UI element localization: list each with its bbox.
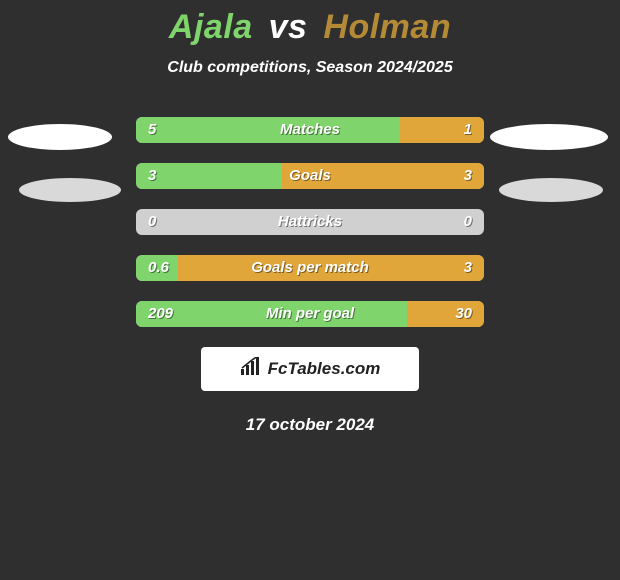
- stat-row: 0.63Goals per match: [136, 255, 484, 281]
- stat-label: Matches: [136, 117, 484, 143]
- date-footer: 17 october 2024: [0, 415, 620, 435]
- stat-label: Goals per match: [136, 255, 484, 281]
- stat-row: 20930Min per goal: [136, 301, 484, 327]
- brand-box[interactable]: FcTables.com: [201, 347, 419, 391]
- player1-name: Ajala: [169, 8, 253, 46]
- stat-label: Goals: [136, 163, 484, 189]
- page-title: Ajala vs Holman: [0, 0, 620, 47]
- stat-row: 00Hattricks: [136, 209, 484, 235]
- stats-section: 51Matches 33Goals 00Hattricks 0.63Goals per…: [0, 117, 620, 327]
- subtitle: Club competitions, Season 2024/2025: [0, 59, 620, 77]
- player2-name: Holman: [323, 8, 451, 46]
- stat-label: Hattricks: [136, 209, 484, 235]
- brand-text: FcTables.com: [268, 359, 381, 379]
- vs-separator: vs: [269, 8, 308, 46]
- stat-label: Min per goal: [136, 301, 484, 327]
- bar-chart-icon: [240, 357, 268, 382]
- stat-row: 33Goals: [136, 163, 484, 189]
- comparison-card: Ajala vs Holman Club competitions, Seaso…: [0, 0, 620, 580]
- stat-row: 51Matches: [136, 117, 484, 143]
